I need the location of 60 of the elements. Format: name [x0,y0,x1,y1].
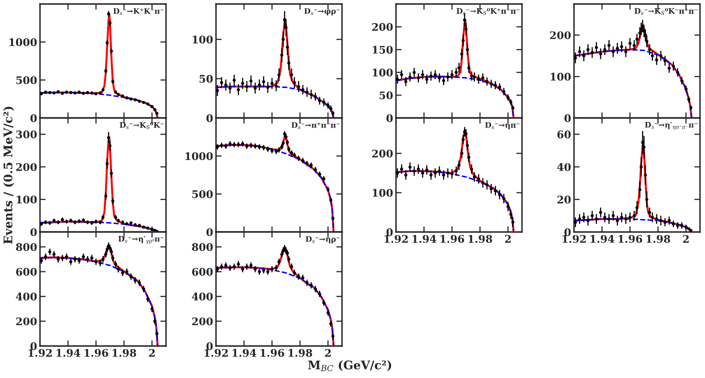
y-tick-label: 0 [206,114,213,122]
y-tick-label: 400 [192,292,213,301]
y-tick-label: 0 [386,228,393,236]
x-tick-label: 1.96 [260,348,284,357]
y-tick-label: 300 [16,130,37,138]
x-tick-label: 1.98 [468,234,492,243]
y-tick-label: 0 [206,228,213,236]
x-tick-label: 1.96 [440,234,464,243]
y-tick-label: 100 [372,188,393,197]
y-tick-label: 600 [16,268,37,276]
x-tick-label: 1.98 [646,234,670,243]
x-tick-label: 1.94 [56,348,80,357]
x-tick-label: 1.94 [412,234,436,243]
y-tick-label: 50 [380,91,393,100]
y-tick-label: 0 [30,114,37,122]
y-tick-label: 200 [16,317,37,326]
y-axis-title: Events / (0.5 MeV/c²) [3,106,14,244]
y-tick-label: 500 [192,190,213,198]
x-axis-title: M$_{BC}$ (GeV/c²) [308,360,392,372]
x-tick-label: 1.92 [562,234,586,243]
x-tick-label: 2 [149,348,155,357]
y-tick-label: 1000 [186,152,213,160]
y-tick-label: 60 [557,130,571,138]
y-tick-label: 200 [192,317,213,326]
y-tick-label: 1000 [10,38,37,46]
x-tick-label: 1.96 [618,234,642,243]
y-tick-label: 0 [564,228,571,236]
y-tick-label: 100 [16,196,37,204]
y-tick-label: 800 [16,243,37,251]
y-tick-label: 400 [16,292,37,301]
y-tick-label: 200 [372,23,393,31]
y-tick-label: 150 [372,46,393,54]
x-tick-label: 2 [683,234,689,243]
x-tick-label: 2 [505,234,511,243]
x-tick-label: 1.92 [204,348,228,357]
y-tick-label: 500 [16,76,37,84]
y-tick-label: 100 [372,68,393,77]
y-tick-label: 0 [30,228,37,236]
x-tick-label: 1.92 [384,234,408,243]
y-tick-label: 200 [16,163,37,171]
y-tick-label: 100 [192,36,213,44]
x-tick-label: 1.94 [590,234,614,243]
x-tick-label: 1.98 [288,348,312,357]
y-tick-label: 20 [557,196,571,204]
x-tick-label: 2 [325,348,331,357]
y-tick-label: 0 [564,114,571,122]
x-tick-label: 1.92 [28,348,52,357]
y-tick-label: 200 [372,150,393,158]
y-tick-label: 0 [386,114,393,122]
x-tick-label: 1.96 [84,348,108,357]
y-tick-label: 200 [550,31,571,40]
y-tick-label: 600 [192,268,213,276]
x-tick-label: 1.94 [232,348,256,357]
y-tick-label: 0 [206,342,213,350]
y-tick-label: 800 [192,243,213,251]
y-tick-label: 100 [550,72,571,81]
y-tick-label: 50 [200,74,213,83]
x-tick-label: 1.98 [112,348,136,357]
y-tick-label: 0 [30,342,37,350]
y-tick-label: 40 [557,163,571,171]
